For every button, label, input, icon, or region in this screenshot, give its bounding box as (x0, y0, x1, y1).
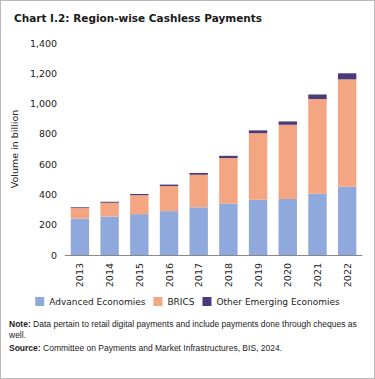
svg-text:2018: 2018 (223, 263, 234, 287)
svg-text:Other Emerging Economies: Other Emerging Economies (216, 297, 340, 307)
html-text:Note: Data pertain to retail d: Note: Data pertain to retail digital pay… (9, 319, 357, 340)
svg-text:Chart I.2: Region-wise Cashles: Chart I.2: Region-wise Cashless Payments (14, 12, 262, 24)
svg-text:400: 400 (39, 189, 57, 200)
svg-text:2016: 2016 (164, 263, 175, 287)
html-text:Source: Committee on Payments: Source: Committee on Payments and Market… (9, 343, 283, 353)
svg-text:200: 200 (39, 219, 57, 230)
svg-text:2019: 2019 (253, 263, 264, 287)
svg-text:2014: 2014 (104, 263, 115, 287)
svg-text:2022: 2022 (342, 263, 353, 287)
svg-text:2013: 2013 (74, 263, 85, 287)
svg-text:800: 800 (39, 128, 57, 139)
svg-text:1,000: 1,000 (30, 98, 57, 109)
svg-text:1,200: 1,200 (30, 68, 57, 79)
svg-text:2020: 2020 (282, 263, 293, 287)
svg-text:Advanced Economies: Advanced Economies (49, 297, 145, 307)
svg-text:2021: 2021 (312, 263, 323, 287)
svg-text:1,400: 1,400 (30, 38, 57, 49)
svg-text:2017: 2017 (193, 263, 204, 287)
svg-text:0: 0 (51, 250, 57, 261)
svg-text:BRICS: BRICS (167, 297, 194, 307)
svg-text:2015: 2015 (134, 263, 145, 287)
svg-text:600: 600 (39, 159, 57, 170)
svg-text:Volume in billion: Volume in billion (9, 110, 20, 188)
